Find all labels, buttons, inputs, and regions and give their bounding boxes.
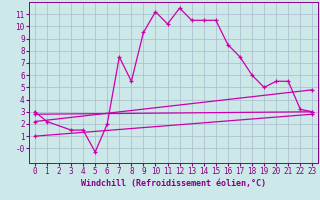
X-axis label: Windchill (Refroidissement éolien,°C): Windchill (Refroidissement éolien,°C) bbox=[81, 179, 266, 188]
